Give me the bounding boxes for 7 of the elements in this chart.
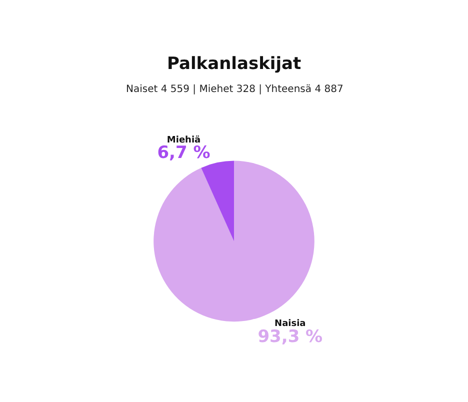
slice-label: Miehiä <box>166 136 201 146</box>
chart-subtitle: Naiset 4 559 | Miehet 328 | Yhteensä 4 887 <box>126 84 344 95</box>
data-label: 93,3 % <box>258 326 323 347</box>
slice-label: Naisia <box>274 319 306 330</box>
chart-title: Palkanlaskijat <box>167 54 302 74</box>
data-label: 6,7 % <box>157 143 210 164</box>
pie-slice <box>201 160 234 242</box>
